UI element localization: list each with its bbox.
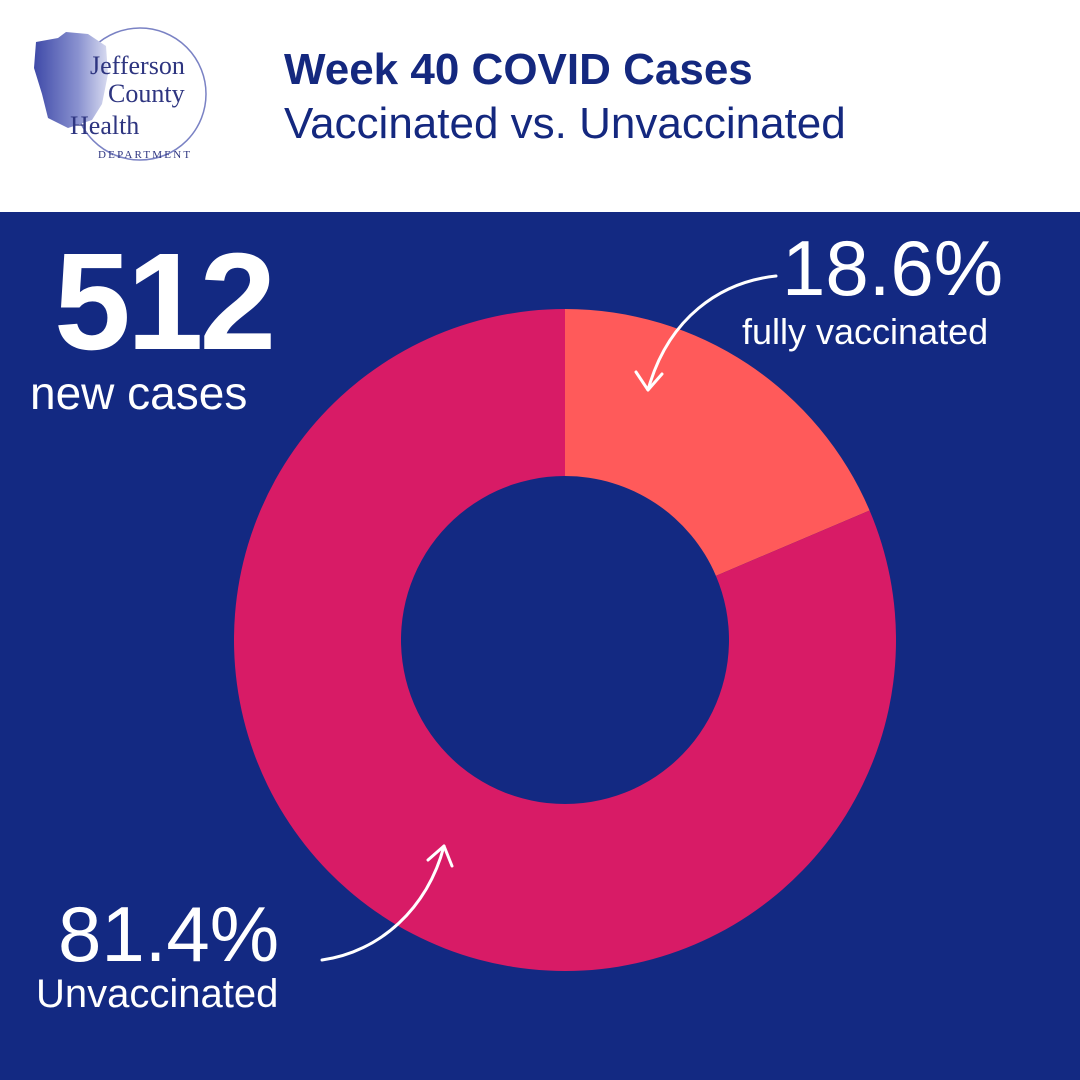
- county-map-icon: [34, 32, 108, 128]
- logo-line-3: Health: [70, 111, 139, 140]
- title-block: Week 40 COVID Cases Vaccinated vs. Unvac…: [284, 44, 846, 152]
- donut-slice-unvaccinated: [234, 309, 897, 971]
- vaccinated-arrow-icon: [634, 274, 778, 392]
- logo-line-4: DEPARTMENT: [98, 149, 192, 161]
- logo-line-1: Jefferson: [90, 51, 185, 80]
- vaccinated-text-label: fully vaccinated: [742, 311, 989, 352]
- vaccinated-percent-label: 18.6%: [782, 224, 1004, 312]
- page-subtitle: Vaccinated vs. Unvaccinated: [284, 99, 846, 148]
- page-title: Week 40 COVID Cases: [284, 45, 753, 94]
- donut-slice-vaccinated: [565, 309, 870, 576]
- unvaccinated-percent-label: 81.4%: [58, 890, 280, 978]
- jefferson-county-health-logo: Jefferson County Health DEPARTMENT: [34, 27, 207, 161]
- header: Jefferson County Health DEPARTMENT Week …: [0, 0, 1080, 212]
- unvaccinated-text-label: Unvaccinated: [36, 972, 279, 1016]
- unvaccinated-arrow-icon: [320, 844, 454, 962]
- total-cases-count: 512: [54, 225, 276, 379]
- logo-line-2: County: [108, 79, 185, 108]
- total-cases-label: new cases: [30, 367, 248, 419]
